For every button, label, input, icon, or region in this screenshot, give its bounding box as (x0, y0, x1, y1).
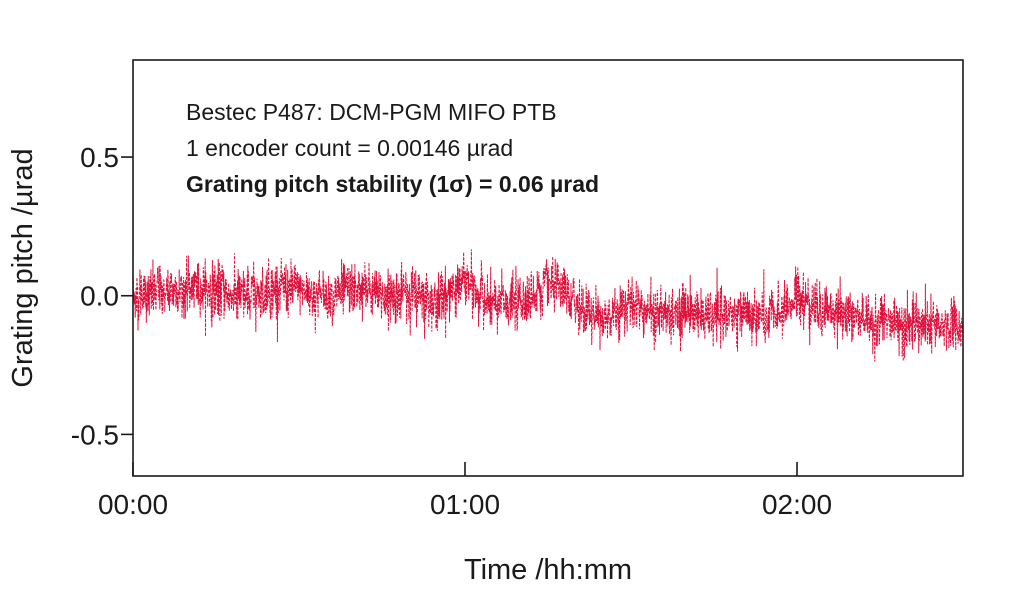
y-axis: 0.5 0.0 -0.5 (71, 142, 133, 450)
annotation-instrument: Bestec P487: DCM-PGM MIFO PTB (186, 99, 557, 125)
y-tick-label: 0.5 (80, 142, 119, 173)
plot-frame (132, 59, 964, 477)
y-axis-title: Grating pitch /µrad (7, 148, 39, 387)
annotation-stability: Grating pitch stability (1σ) = 0.06 µrad (186, 171, 599, 197)
x-axis-title: Time /hh:mm (464, 554, 632, 586)
annotations: Bestec P487: DCM-PGM MIFO PTB 1 encoder … (186, 99, 599, 197)
series-layer (133, 249, 963, 362)
annotation-encoder-count: 1 encoder count = 0.00146 µrad (186, 135, 513, 161)
series-line (133, 249, 963, 362)
y-tick-label: 0.0 (80, 281, 119, 312)
y-tick-label: -0.5 (71, 419, 119, 450)
plot-area (132, 59, 964, 477)
x-axis: 00:00 01:00 02:00 (98, 462, 832, 520)
x-tick-label: 02:00 (762, 489, 832, 520)
x-tick-label: 01:00 (430, 489, 500, 520)
x-tick-label: 00:00 (98, 489, 168, 520)
